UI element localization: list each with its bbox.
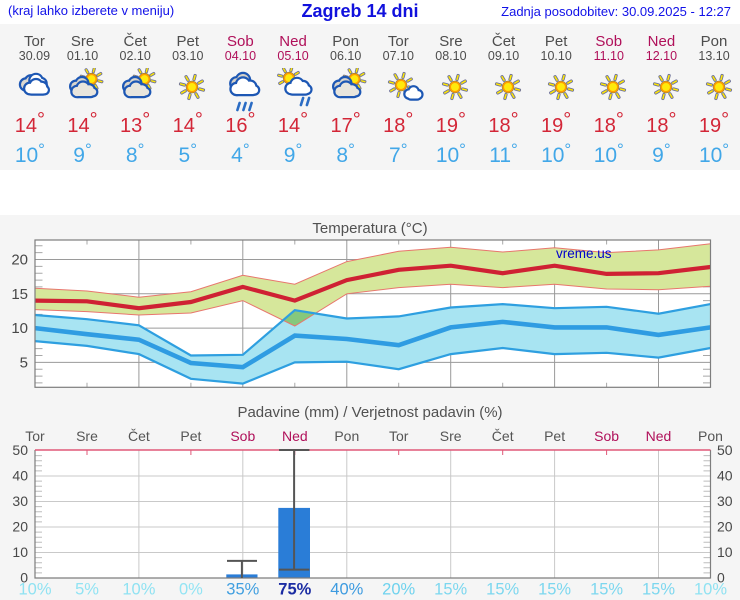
svg-text:20: 20 — [12, 519, 28, 535]
svg-text:15%: 15% — [434, 581, 467, 599]
svg-text:15%: 15% — [642, 581, 675, 599]
svg-text:Tor: Tor — [389, 428, 409, 444]
svg-text:30: 30 — [12, 493, 28, 509]
svg-text:Sob: Sob — [594, 428, 619, 444]
svg-text:20%: 20% — [382, 581, 415, 599]
svg-text:0: 0 — [717, 570, 725, 586]
svg-text:Ned: Ned — [282, 428, 308, 444]
svg-text:40: 40 — [12, 468, 28, 484]
svg-text:vreme.us: vreme.us — [556, 246, 612, 261]
svg-text:Čet: Čet — [128, 428, 150, 444]
svg-text:10: 10 — [717, 544, 733, 560]
svg-text:15: 15 — [11, 286, 28, 303]
svg-text:5%: 5% — [75, 581, 99, 599]
svg-text:20: 20 — [717, 519, 733, 535]
svg-text:40: 40 — [717, 468, 733, 484]
svg-text:0: 0 — [20, 570, 28, 586]
svg-text:Pet: Pet — [180, 428, 201, 444]
svg-text:15%: 15% — [538, 581, 571, 599]
svg-text:Sre: Sre — [440, 428, 462, 444]
svg-text:50: 50 — [12, 442, 28, 458]
svg-text:5: 5 — [20, 354, 28, 371]
svg-text:35%: 35% — [226, 581, 259, 599]
svg-text:Pon: Pon — [334, 428, 359, 444]
svg-text:Sob: Sob — [230, 428, 255, 444]
svg-text:Padavine (mm) / Verjetnost pad: Padavine (mm) / Verjetnost padavin (%) — [237, 404, 502, 421]
svg-text:Sre: Sre — [76, 428, 98, 444]
svg-text:75%: 75% — [278, 581, 311, 599]
svg-text:15%: 15% — [486, 581, 519, 599]
svg-text:50: 50 — [717, 442, 733, 458]
svg-text:Ned: Ned — [646, 428, 672, 444]
svg-text:10%: 10% — [694, 581, 727, 599]
svg-text:Temperatura (°C): Temperatura (°C) — [312, 220, 427, 237]
svg-text:10%: 10% — [18, 581, 51, 599]
svg-text:10%: 10% — [122, 581, 155, 599]
svg-text:Pet: Pet — [544, 428, 565, 444]
svg-text:10: 10 — [12, 544, 28, 560]
svg-text:20: 20 — [11, 252, 28, 269]
svg-text:40%: 40% — [330, 581, 363, 599]
svg-text:0%: 0% — [179, 581, 203, 599]
svg-text:Tor: Tor — [25, 428, 45, 444]
svg-text:30: 30 — [717, 493, 733, 509]
svg-text:10: 10 — [11, 320, 28, 337]
svg-text:Čet: Čet — [492, 428, 514, 444]
svg-text:15%: 15% — [590, 581, 623, 599]
svg-text:Pon: Pon — [698, 428, 723, 444]
